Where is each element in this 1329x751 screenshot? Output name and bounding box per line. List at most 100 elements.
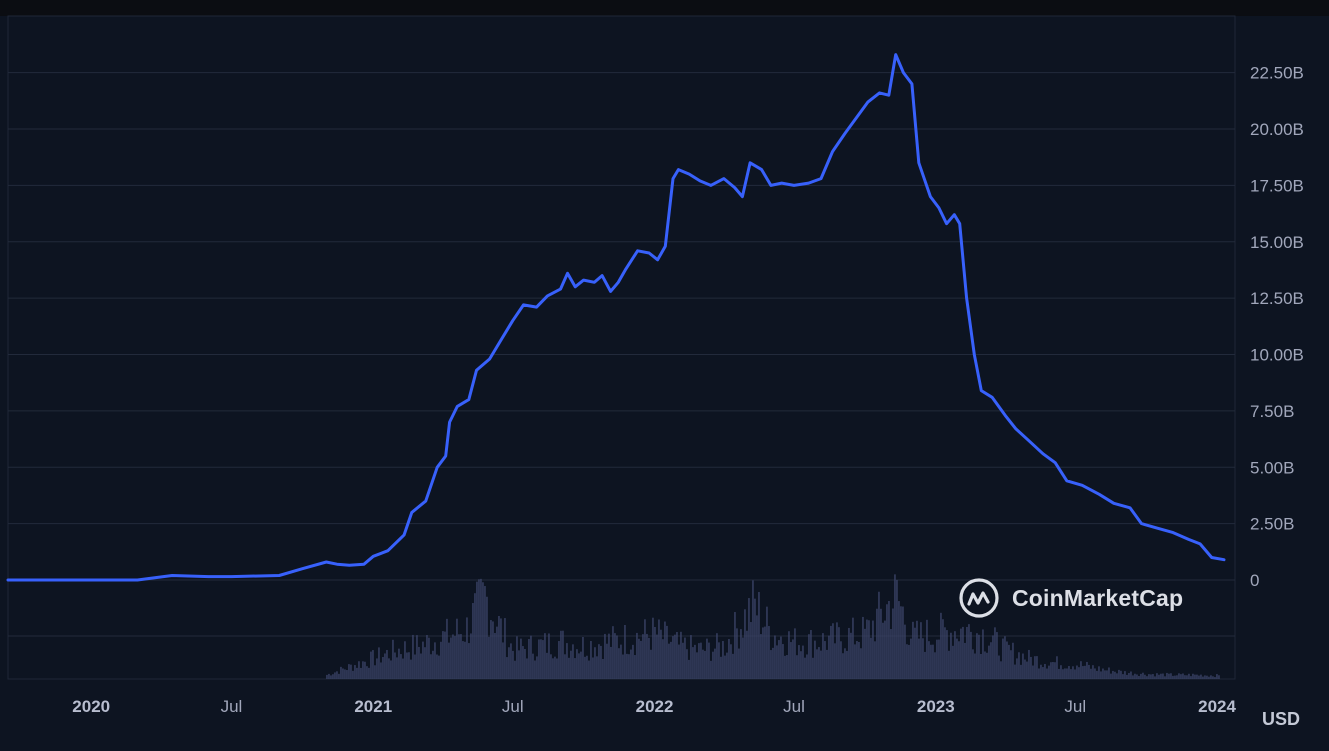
volume-bar [1066,668,1068,679]
volume-bar [886,604,888,679]
volume-bar [900,606,902,679]
volume-bar [370,651,372,679]
volume-bar [620,644,622,679]
volume-bar [412,634,414,679]
volume-bar [522,646,524,679]
volume-bar [724,655,726,679]
volume-bar [934,652,936,679]
volume-bar [970,631,972,679]
volume-bar [510,643,512,679]
top-strip [0,0,1329,16]
volume-bar [852,617,854,679]
volume-bar [532,653,534,679]
volume-bar [916,620,918,679]
volume-bar [552,658,554,679]
volume-bar [1168,673,1170,679]
volume-bar [714,648,716,679]
volume-bar [602,658,604,679]
coinmarketcap-logo-icon [959,578,999,618]
volume-bar [726,652,728,679]
volume-bar [410,659,412,679]
volume-bar [912,621,914,679]
volume-bar [744,609,746,679]
x-tick-label: Jul [783,697,805,716]
volume-bar [652,617,654,679]
volume-bar [836,622,838,679]
volume-bar [1088,664,1090,679]
volume-bar [684,637,686,679]
volume-bar [768,626,770,679]
volume-bar [340,666,342,679]
volume-bar [382,657,384,679]
y-tick-label: 0 [1250,571,1259,590]
volume-bar [1060,665,1062,679]
volume-bar [990,642,992,679]
volume-bar [460,634,462,679]
volume-bar [640,640,642,679]
volume-bar [758,592,760,679]
volume-bar [676,632,678,679]
x-tick-label: 2021 [354,697,392,716]
volume-bar [346,670,348,679]
volume-bar [456,618,458,679]
volume-bar [974,653,976,679]
volume-bar [690,635,692,679]
volume-bar [422,641,424,679]
volume-bar [406,652,408,679]
volume-bar [818,647,820,679]
volume-bar [478,579,480,679]
volume-bar [1146,676,1148,679]
volume-bar [824,641,826,679]
volume-bar [514,660,516,679]
volume-bar [838,627,840,679]
volume-bar [1214,677,1216,679]
volume-bar [424,647,426,679]
watermark: CoinMarketCap [958,577,1183,619]
volume-bar [790,642,792,679]
volume-bar [928,641,930,679]
volume-bar [604,633,606,679]
volume-bar [1174,675,1176,679]
volume-bar [1006,641,1008,679]
volume-bar [526,658,528,679]
x-tick-label: 2022 [636,697,674,716]
volume-bar [1020,664,1022,679]
volume-bar [486,596,488,679]
volume-bar [496,626,498,679]
volume-bar [1008,644,1010,679]
volume-bar [568,657,570,679]
volume-bar [348,664,350,679]
volume-bar [730,644,732,679]
volume-bar [554,656,556,679]
volume-bar [954,631,956,679]
volume-bar [930,644,932,679]
volume-bar [932,644,934,679]
volume-bar [432,650,434,679]
volume-bar [466,617,468,679]
volume-bar [468,643,470,679]
volume-bar [798,645,800,679]
volume-bar [536,656,538,679]
volume-bar [806,654,808,679]
volume-bar [782,644,784,679]
x-tick-label: Jul [1064,697,1086,716]
volume-bar [438,655,440,679]
volume-bar [1034,656,1036,679]
volume-bar [752,580,754,679]
volume-bar [868,620,870,679]
volume-bar [338,673,340,679]
volume-bar [850,632,852,679]
volume-bar [962,626,964,679]
volume-bar [926,619,928,679]
volume-bar [902,606,904,679]
volume-bar [940,612,942,679]
volume-bar [350,664,352,679]
volume-bar [1176,675,1178,679]
volume-bar [816,649,818,679]
volume-bar [882,622,884,679]
volume-bar [702,649,704,679]
volume-bar [1044,663,1046,679]
volume-bar [728,639,730,679]
volume-bar [880,608,882,679]
volume-bar [1038,668,1040,679]
